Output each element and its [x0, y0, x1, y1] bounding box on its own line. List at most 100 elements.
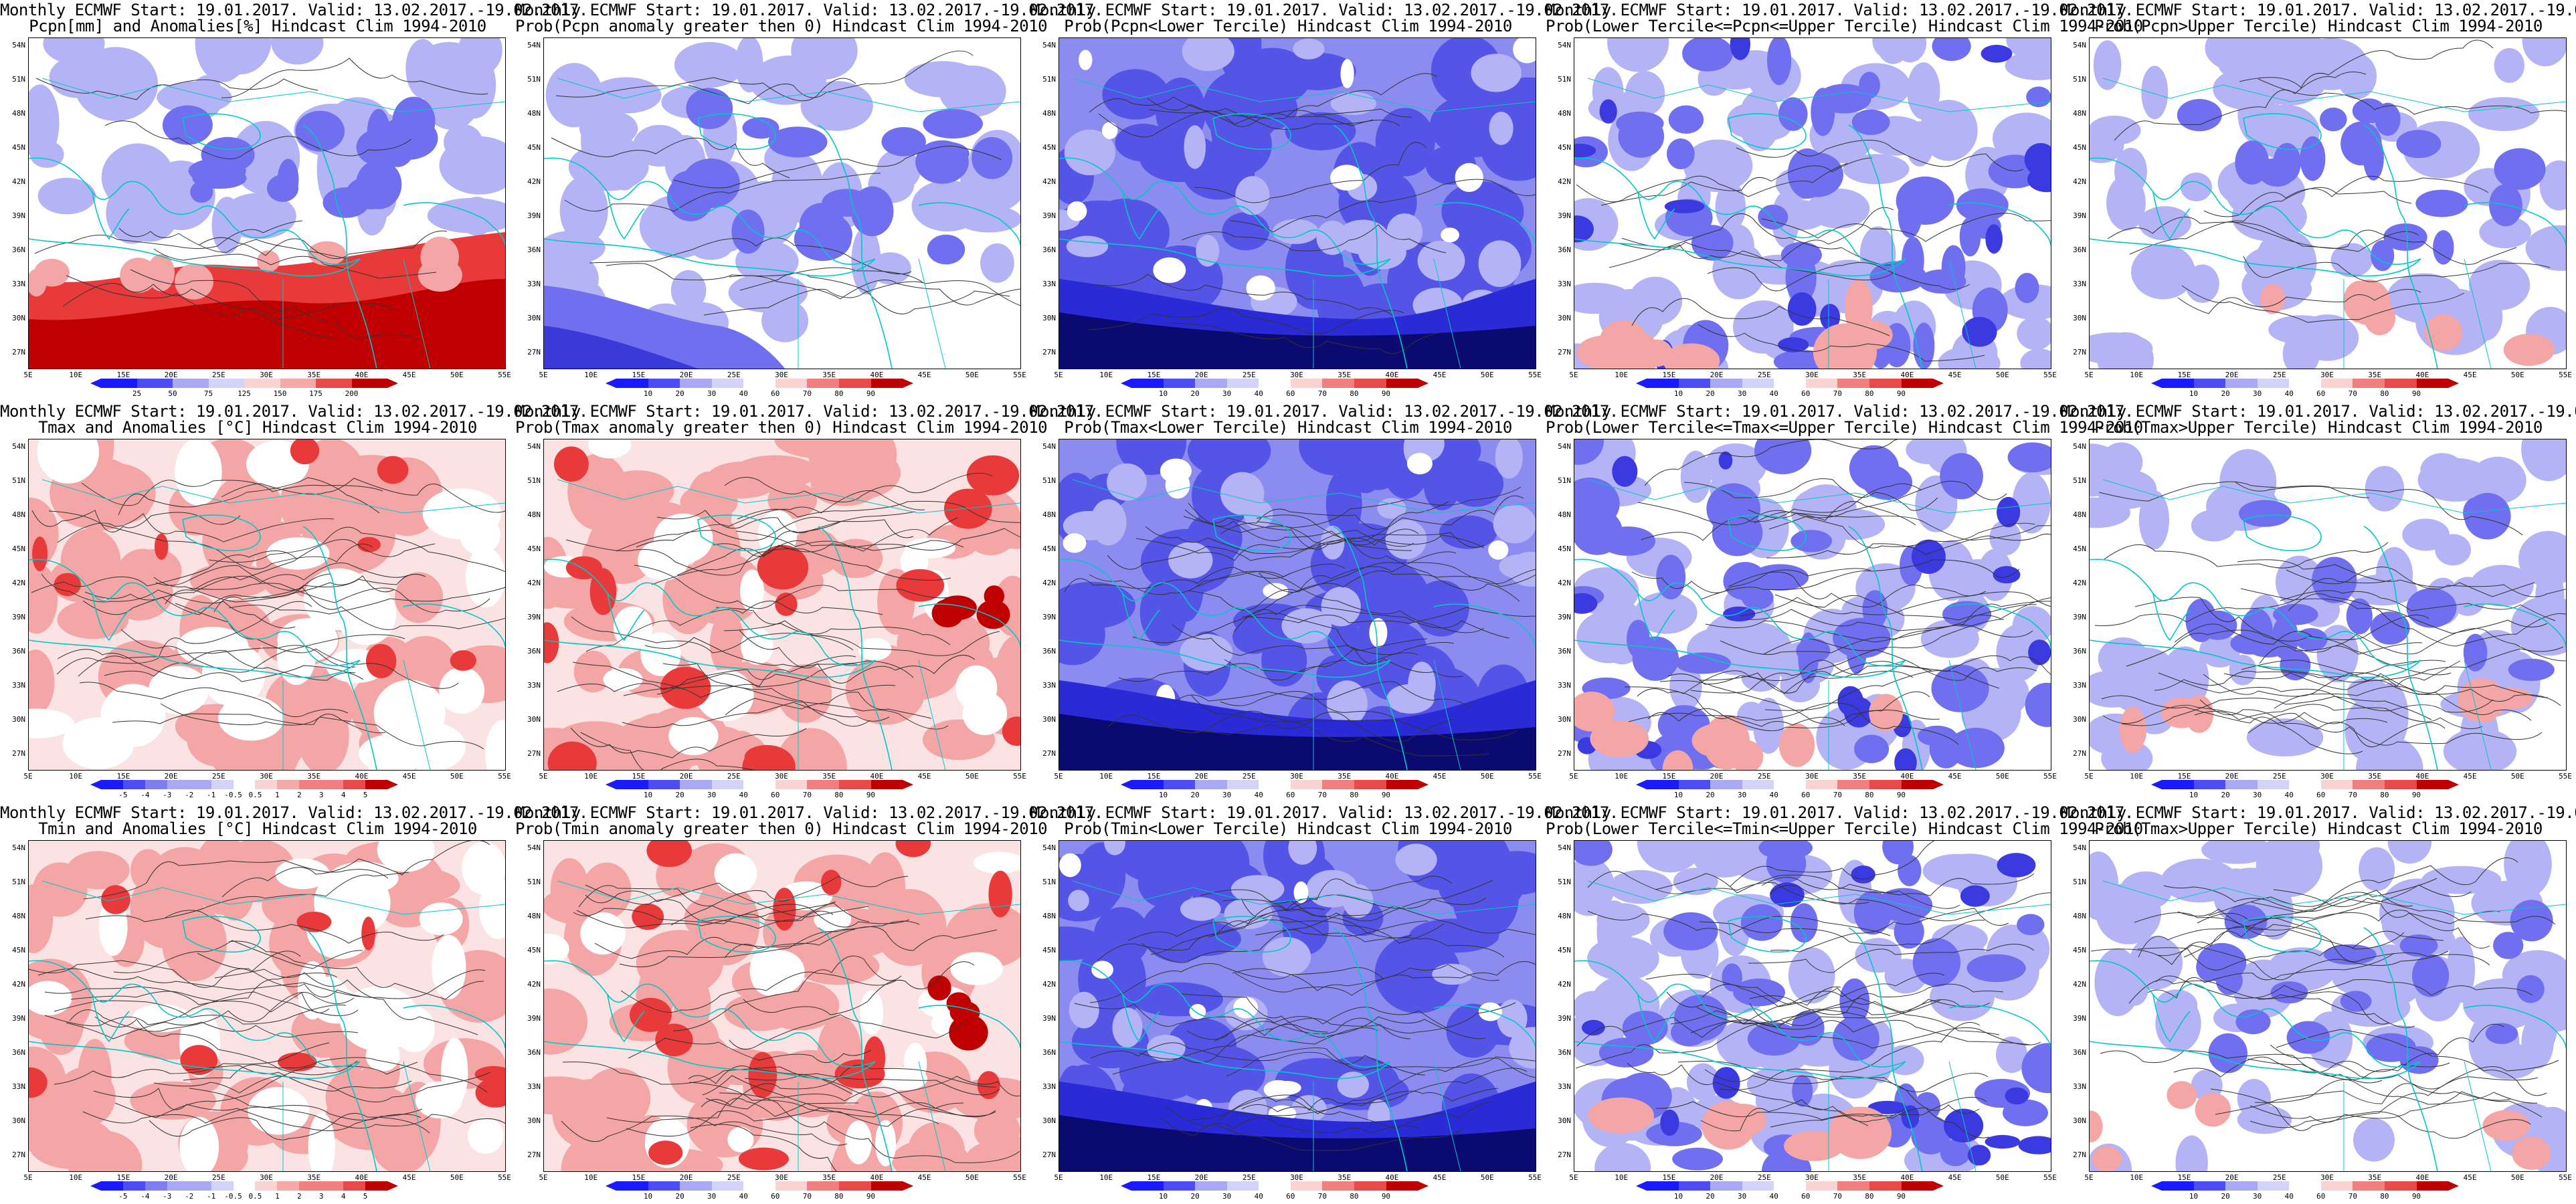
longitude-label: 15E	[1147, 1173, 1161, 1182]
anomaly-area	[1918, 725, 1957, 746]
colorbar-tick-label: 60	[771, 389, 780, 398]
colorbar-tick-label: -5	[118, 791, 128, 799]
colorbar-tick-label: 70	[2348, 791, 2357, 799]
anomaly-area	[1956, 188, 2009, 222]
colorbar-cell	[1869, 379, 1902, 388]
isoline	[1683, 478, 1938, 511]
longitude-label: 10E	[1615, 371, 1629, 379]
colorbar-cell	[299, 780, 322, 789]
colorbar-cell	[1710, 1181, 1742, 1191]
latitude-label: 33N	[527, 681, 541, 690]
colorbar-cell	[277, 780, 300, 789]
anomaly-area	[32, 536, 48, 572]
isoline	[723, 620, 1000, 656]
latitude-label: 33N	[12, 280, 25, 288]
anomaly-area	[1588, 1097, 1654, 1134]
colorbar-cell	[1805, 780, 1838, 789]
isoline	[573, 908, 834, 924]
colorbar-tick-label: 10	[1158, 791, 1168, 799]
anomaly-area	[2359, 847, 2395, 892]
isoline	[31, 510, 241, 532]
isoline	[1258, 562, 1536, 593]
longitude-label: 35E	[307, 371, 321, 379]
anomaly-area	[2005, 1087, 2029, 1105]
anomaly-area	[1627, 619, 1650, 659]
coastline	[29, 559, 361, 666]
colorbar-cell	[101, 379, 137, 388]
anomaly-area	[927, 975, 951, 1001]
anomaly-area	[1478, 240, 1522, 288]
longitude-label: 55E	[2559, 772, 2572, 781]
isoline	[2173, 1056, 2450, 1078]
isoline	[1754, 512, 2035, 548]
colorbar-ticks: 10 20 30 40 60 70 80 90	[1131, 791, 1418, 800]
colorbar-tick-label: 80	[2380, 389, 2389, 398]
colorbar-tick-label: 0.5	[248, 791, 262, 799]
panel-subtitle: Prob(Lower Tercile<=Pcpn<=Upper Tercile)…	[1546, 17, 2143, 35]
colorbar-cell	[1837, 1181, 1869, 1191]
colorbar-tick-label: 20	[1706, 791, 1715, 799]
anomaly-area	[808, 445, 901, 500]
colorbar-cell	[343, 780, 366, 789]
anomaly-area	[1330, 92, 1376, 115]
longitude-label: 25E	[727, 1173, 741, 1182]
anomaly-area	[201, 642, 266, 707]
coastline	[2363, 526, 2405, 621]
coastline	[1888, 1021, 1923, 1171]
latitude-label: 51N	[2073, 75, 2086, 84]
anomaly-area	[1843, 697, 1874, 728]
isoline	[1240, 898, 1505, 958]
anomaly-area	[209, 38, 272, 75]
isoline	[656, 669, 896, 695]
coastline	[2152, 994, 2191, 1043]
latitude-label: 27N	[1558, 348, 1571, 357]
anomaly-area	[544, 988, 588, 1055]
isoline	[729, 275, 1020, 306]
isoline	[551, 137, 790, 179]
latitude-label: 42N	[527, 579, 541, 587]
isoline	[104, 120, 412, 159]
anomaly-area	[1608, 870, 1673, 904]
anomaly-area	[1168, 542, 1213, 579]
isoline	[2090, 918, 2318, 965]
coastline	[858, 218, 893, 369]
anomaly-area	[1692, 841, 1756, 878]
panel-title: Monthly ECMWF Start: 19.01.2017. Valid: …	[515, 803, 1103, 822]
longitude-label: 55E	[2043, 1173, 2057, 1182]
colorbar-cell	[743, 1181, 775, 1191]
colorbar	[2151, 1181, 2460, 1191]
longitude-label: 25E	[211, 371, 225, 379]
anomaly-area	[587, 439, 632, 459]
colorbar-tick-label: 70	[1833, 791, 1842, 799]
isoline	[1746, 601, 2051, 631]
colorbar-ticks: 10 20 30 40 60 70 80 90	[2162, 389, 2448, 399]
anomaly-area	[945, 903, 1020, 969]
colorbar-tick-label: 20	[675, 791, 684, 799]
anomaly-area	[2346, 598, 2373, 635]
latitude-label: 45N	[2073, 143, 2086, 152]
longitude-label: 40E	[1385, 772, 1399, 781]
anomaly-area	[1599, 320, 1648, 365]
colorbar-tick-label: 70	[1317, 389, 1327, 398]
colorbar-tick-label: 10	[2189, 791, 2199, 799]
latitude-label: 33N	[12, 681, 25, 690]
colorbar-cell	[2384, 780, 2417, 789]
latitude-label: 42N	[2073, 980, 2086, 989]
colorbar-tick-label: 80	[1865, 791, 1874, 799]
anomaly-area	[101, 143, 175, 211]
colorbar-tick-label: -0.5	[224, 791, 242, 799]
panel-title: Monthly ECMWF Start: 19.01.2017. Valid: …	[2061, 803, 2576, 822]
colorbar-tick-label: 60	[2316, 791, 2326, 799]
anomaly-area	[1989, 520, 2021, 556]
isoline	[82, 1105, 423, 1124]
latitude-label: 36N	[1558, 245, 1571, 254]
latitude-label: 39N	[1042, 613, 1056, 621]
coastline	[818, 526, 859, 621]
latitude-label: 27N	[12, 749, 25, 758]
isoline	[2100, 1050, 2383, 1084]
colorbar-tick-label: 175	[309, 389, 323, 398]
anomaly-area	[864, 852, 906, 924]
anomaly-area	[768, 126, 828, 158]
anomaly-area	[794, 217, 852, 262]
longitude-label: 15E	[2177, 772, 2191, 781]
